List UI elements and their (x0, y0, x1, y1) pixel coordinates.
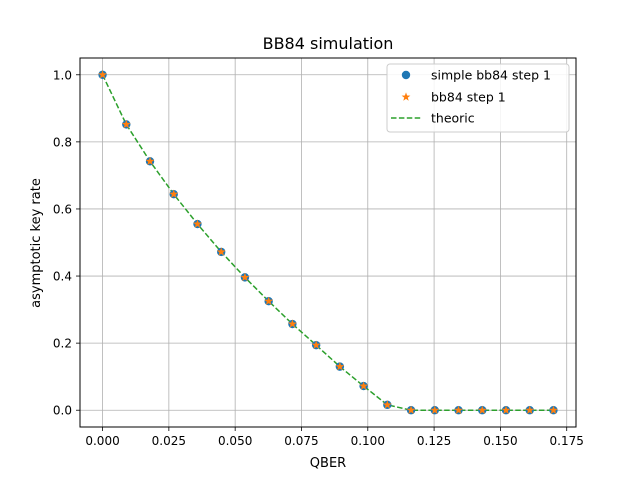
bb84-point (311, 340, 321, 349)
bb84-point (335, 362, 345, 371)
x-tick-label: 0.000 (85, 434, 119, 448)
axis-ticks: 0.000 0.025 0.050 0.075 0.100 0.125 0.150 0.175… (53, 68, 584, 448)
bb84-point (382, 400, 392, 409)
bb84-point (430, 405, 440, 414)
bb84-point (477, 405, 487, 414)
y-tick-label: 0.2 (53, 337, 72, 351)
x-tick-label: 0.075 (284, 434, 318, 448)
y-axis-label: asymptotic key rate (29, 178, 44, 308)
y-tick-label: 0.8 (53, 135, 72, 149)
bb84-point (216, 247, 226, 256)
chart-title: BB84 simulation (263, 34, 394, 53)
y-tick-label: 0.4 (53, 270, 72, 284)
x-tick-label: 0.175 (550, 434, 584, 448)
bb84-point (169, 189, 179, 198)
legend-marker-bb84 (401, 92, 411, 101)
bb84-series (98, 70, 558, 414)
bb84-point (549, 405, 558, 414)
bb84-point (525, 405, 535, 414)
bb84-point (240, 272, 250, 282)
bb84-point (98, 70, 107, 79)
legend: simple bb84 step 1 bb84 step 1 theoric (386, 63, 570, 133)
bb84-point (145, 156, 155, 166)
x-tick-label: 0.125 (417, 434, 451, 448)
y-tick-label: 1.0 (53, 68, 72, 82)
y-tick-label: 0.6 (53, 202, 72, 216)
legend-label: theoric (431, 111, 475, 126)
bb84-point (288, 319, 297, 328)
bb84-point (406, 405, 416, 414)
bb84-point (193, 219, 202, 228)
x-tick-label: 0.050 (218, 434, 252, 448)
bb84-point (501, 405, 511, 414)
bb84-point (359, 381, 368, 390)
x-tick-label: 0.025 (152, 434, 186, 448)
plot-frame (79, 57, 577, 428)
legend-label: bb84 step 1 (431, 90, 506, 105)
x-tick-label: 0.150 (483, 434, 517, 448)
legend-marker-simple-bb84 (401, 70, 411, 80)
bb84-point (264, 296, 274, 305)
y-tick-label: 0.0 (53, 404, 72, 418)
x-tick-label: 0.100 (351, 434, 385, 448)
bb84-point (454, 405, 463, 414)
legend-box (386, 63, 570, 133)
bb84-point (121, 119, 131, 129)
legend-label: simple bb84 step 1 (431, 68, 551, 83)
x-axis-label: QBER (310, 456, 346, 471)
